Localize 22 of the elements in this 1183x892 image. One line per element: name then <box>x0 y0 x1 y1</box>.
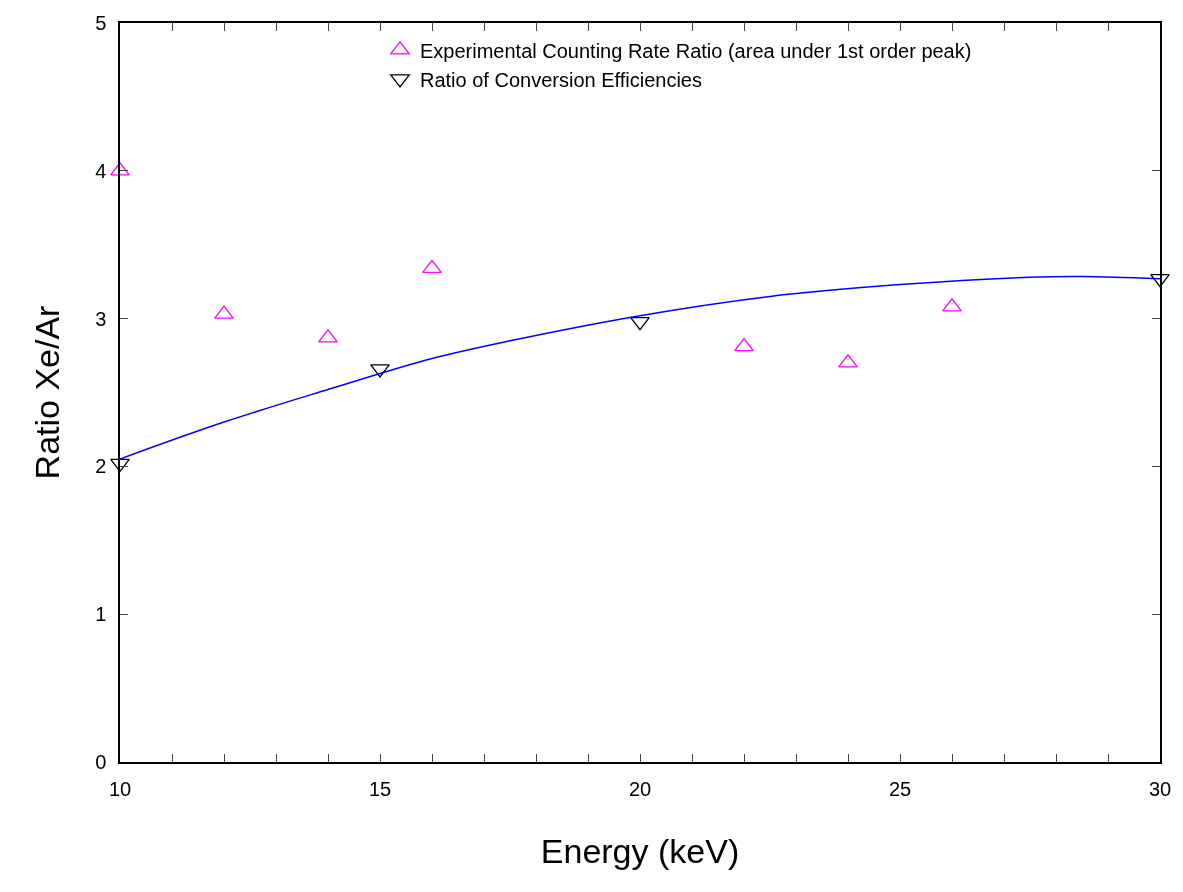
y-tick-label: 0 <box>95 751 107 773</box>
y-tick-label: 4 <box>95 159 107 182</box>
y-axis-title: Ratio Xe/Ar <box>28 305 67 480</box>
legend-label: Experimental Counting Rate Ratio (area under 1st order peak) <box>420 39 972 62</box>
x-tick-label: 10 <box>108 777 132 800</box>
point <box>422 259 442 273</box>
point <box>110 162 130 176</box>
point <box>942 298 962 312</box>
legend-label: Ratio of Conversion Efficiencies <box>420 68 702 91</box>
point <box>838 354 858 368</box>
y-tick-label: 3 <box>95 307 107 330</box>
y-tick-label: 2 <box>95 455 107 478</box>
y-tick-label: 5 <box>95 12 107 34</box>
x-tick-label: 15 <box>368 777 392 800</box>
x-axis-title: Energy (keV) <box>540 831 740 870</box>
x-tick-label: 30 <box>1148 777 1172 800</box>
point <box>734 338 754 352</box>
x-tick-label: 20 <box>628 777 652 800</box>
y-tick-label: 1 <box>95 603 107 626</box>
point <box>318 329 338 343</box>
point <box>214 305 234 319</box>
x-tick-label: 25 <box>888 777 912 800</box>
